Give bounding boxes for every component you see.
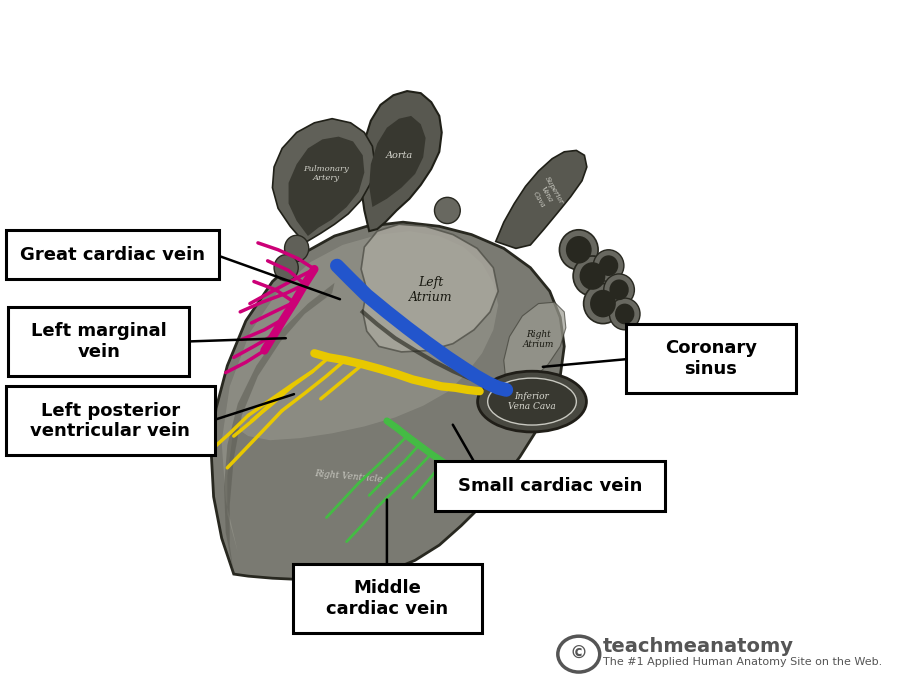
Polygon shape <box>361 224 498 352</box>
Polygon shape <box>224 283 334 574</box>
FancyBboxPatch shape <box>5 230 219 279</box>
Ellipse shape <box>579 262 606 290</box>
Ellipse shape <box>604 274 635 306</box>
Ellipse shape <box>435 197 460 224</box>
Polygon shape <box>370 116 426 207</box>
Ellipse shape <box>593 250 624 282</box>
Ellipse shape <box>566 236 592 264</box>
Text: Great cardiac vein: Great cardiac vein <box>20 246 205 264</box>
Polygon shape <box>222 231 498 552</box>
Ellipse shape <box>478 371 587 432</box>
Ellipse shape <box>609 298 640 330</box>
FancyBboxPatch shape <box>292 564 482 633</box>
Text: Right
Atrium: Right Atrium <box>523 330 554 349</box>
Text: ©: © <box>569 645 587 663</box>
Polygon shape <box>272 119 375 243</box>
Text: The #1 Applied Human Anatomy Site on the Web.: The #1 Applied Human Anatomy Site on the… <box>603 658 883 667</box>
Text: Left posterior
ventricular vein: Left posterior ventricular vein <box>31 402 191 440</box>
FancyBboxPatch shape <box>8 307 190 376</box>
Text: Middle
cardiac vein: Middle cardiac vein <box>326 579 449 618</box>
Ellipse shape <box>599 255 618 276</box>
Polygon shape <box>504 302 566 386</box>
FancyBboxPatch shape <box>435 461 665 511</box>
Ellipse shape <box>284 235 309 262</box>
Text: Coronary
sinus: Coronary sinus <box>665 339 757 378</box>
FancyBboxPatch shape <box>5 386 215 455</box>
Text: Pulmonary
Artery: Pulmonary Artery <box>303 166 350 182</box>
Text: Small cardiac vein: Small cardiac vein <box>458 477 642 495</box>
Ellipse shape <box>615 304 635 324</box>
Ellipse shape <box>584 284 622 324</box>
FancyBboxPatch shape <box>627 324 795 393</box>
Ellipse shape <box>274 255 298 281</box>
Polygon shape <box>496 150 587 248</box>
Ellipse shape <box>559 230 598 270</box>
Ellipse shape <box>609 279 628 300</box>
Text: Right Ventricle: Right Ventricle <box>314 469 382 484</box>
Ellipse shape <box>488 378 577 425</box>
Text: Left marginal
vein: Left marginal vein <box>31 322 167 361</box>
Ellipse shape <box>573 256 612 296</box>
Polygon shape <box>361 91 441 231</box>
Text: Superior
Vena
Cava: Superior Vena Cava <box>528 175 566 215</box>
Text: Inferior
Vena Cava: Inferior Vena Cava <box>508 392 556 411</box>
Ellipse shape <box>590 290 616 317</box>
Polygon shape <box>212 222 564 581</box>
Text: teachmeanatomy: teachmeanatomy <box>603 637 794 656</box>
Text: Left
Atrium: Left Atrium <box>410 276 453 304</box>
Text: Aorta: Aorta <box>385 150 412 160</box>
Polygon shape <box>289 137 364 236</box>
